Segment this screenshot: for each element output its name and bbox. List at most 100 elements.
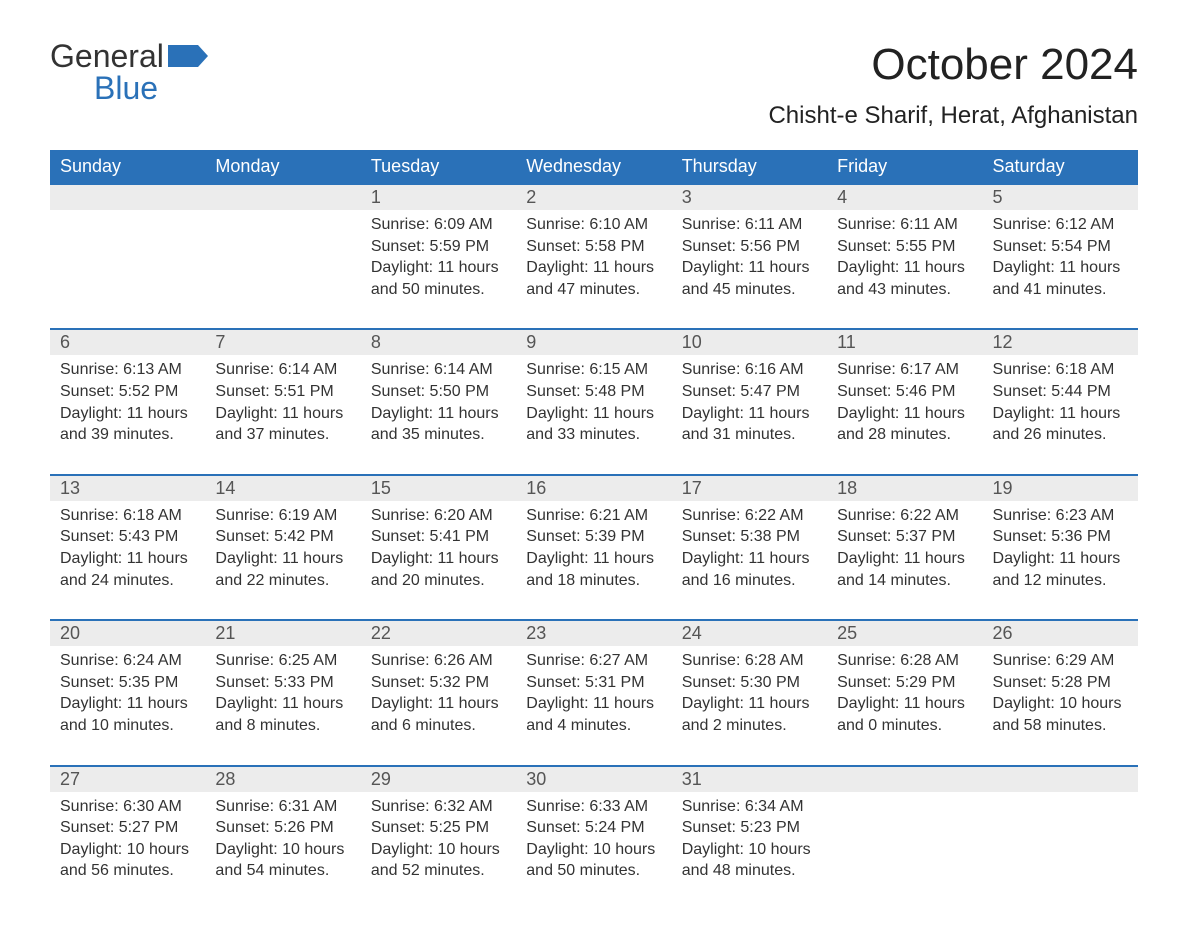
sunrise-text: Sunrise: 6:16 AM <box>682 359 817 381</box>
page-header: General Blue October 2024 Chisht-e Shari… <box>50 40 1138 130</box>
sunset-text: Sunset: 5:24 PM <box>526 817 661 839</box>
day-number: 17 <box>682 478 702 498</box>
daynum-row: 2728293031 <box>50 766 1138 792</box>
logo-text-top: General <box>50 40 164 72</box>
day-number: 21 <box>215 623 235 643</box>
sunrise-text: Sunrise: 6:32 AM <box>371 796 506 818</box>
daylight-text: Daylight: 11 hours and 14 minutes. <box>837 548 972 591</box>
sunset-text: Sunset: 5:25 PM <box>371 817 506 839</box>
daylight-text: Daylight: 11 hours and 31 minutes. <box>682 403 817 446</box>
day-detail-cell: Sunrise: 6:32 AMSunset: 5:25 PMDaylight:… <box>361 792 516 910</box>
sunset-text: Sunset: 5:54 PM <box>993 236 1128 258</box>
day-detail-cell: Sunrise: 6:20 AMSunset: 5:41 PMDaylight:… <box>361 501 516 620</box>
day-number: 18 <box>837 478 857 498</box>
sunrise-text: Sunrise: 6:22 AM <box>837 505 972 527</box>
sunrise-text: Sunrise: 6:21 AM <box>526 505 661 527</box>
day-header: Sunday <box>50 150 205 184</box>
daylight-text: Daylight: 11 hours and 50 minutes. <box>371 257 506 300</box>
day-number-cell: 11 <box>827 329 982 355</box>
sunset-text: Sunset: 5:59 PM <box>371 236 506 258</box>
daylight-text: Daylight: 11 hours and 41 minutes. <box>993 257 1128 300</box>
day-detail-cell: Sunrise: 6:22 AMSunset: 5:38 PMDaylight:… <box>672 501 827 620</box>
daynum-row: 6789101112 <box>50 329 1138 355</box>
daylight-text: Daylight: 11 hours and 47 minutes. <box>526 257 661 300</box>
day-number: 25 <box>837 623 857 643</box>
day-detail-cell: Sunrise: 6:15 AMSunset: 5:48 PMDaylight:… <box>516 355 671 474</box>
day-detail-cell: Sunrise: 6:14 AMSunset: 5:51 PMDaylight:… <box>205 355 360 474</box>
day-number-cell: 31 <box>672 766 827 792</box>
day-number: 5 <box>993 187 1003 207</box>
day-number-cell: 13 <box>50 475 205 501</box>
daylight-text: Daylight: 10 hours and 48 minutes. <box>682 839 817 882</box>
daylight-text: Daylight: 11 hours and 24 minutes. <box>60 548 195 591</box>
day-header: Saturday <box>983 150 1138 184</box>
sunrise-text: Sunrise: 6:28 AM <box>837 650 972 672</box>
day-number-cell: 22 <box>361 620 516 646</box>
sunset-text: Sunset: 5:31 PM <box>526 672 661 694</box>
daylight-text: Daylight: 10 hours and 50 minutes. <box>526 839 661 882</box>
day-number-cell: 27 <box>50 766 205 792</box>
day-number-cell: 1 <box>361 184 516 210</box>
sunset-text: Sunset: 5:37 PM <box>837 526 972 548</box>
day-number-cell <box>205 184 360 210</box>
daylight-text: Daylight: 11 hours and 10 minutes. <box>60 693 195 736</box>
day-detail-cell: Sunrise: 6:30 AMSunset: 5:27 PMDaylight:… <box>50 792 205 910</box>
daylight-text: Daylight: 11 hours and 37 minutes. <box>215 403 350 446</box>
day-detail-cell: Sunrise: 6:28 AMSunset: 5:30 PMDaylight:… <box>672 646 827 765</box>
day-detail-cell <box>983 792 1138 910</box>
sunrise-text: Sunrise: 6:33 AM <box>526 796 661 818</box>
day-number-cell: 6 <box>50 329 205 355</box>
day-header: Thursday <box>672 150 827 184</box>
location-text: Chisht-e Sharif, Herat, Afghanistan <box>768 102 1138 130</box>
day-number: 31 <box>682 769 702 789</box>
detail-row: Sunrise: 6:09 AMSunset: 5:59 PMDaylight:… <box>50 210 1138 329</box>
day-number-cell: 16 <box>516 475 671 501</box>
day-number-cell: 7 <box>205 329 360 355</box>
day-number-cell: 28 <box>205 766 360 792</box>
day-number-cell: 10 <box>672 329 827 355</box>
calendar-body: 12345Sunrise: 6:09 AMSunset: 5:59 PMDayl… <box>50 184 1138 910</box>
detail-row: Sunrise: 6:13 AMSunset: 5:52 PMDaylight:… <box>50 355 1138 474</box>
day-detail-cell <box>50 210 205 329</box>
sunrise-text: Sunrise: 6:20 AM <box>371 505 506 527</box>
sunrise-text: Sunrise: 6:28 AM <box>682 650 817 672</box>
sunrise-text: Sunrise: 6:14 AM <box>215 359 350 381</box>
sunrise-text: Sunrise: 6:18 AM <box>993 359 1128 381</box>
daynum-row: 13141516171819 <box>50 475 1138 501</box>
day-detail-cell: Sunrise: 6:28 AMSunset: 5:29 PMDaylight:… <box>827 646 982 765</box>
daylight-text: Daylight: 11 hours and 33 minutes. <box>526 403 661 446</box>
day-number-cell <box>983 766 1138 792</box>
sunrise-text: Sunrise: 6:27 AM <box>526 650 661 672</box>
day-number-cell: 18 <box>827 475 982 501</box>
daynum-row: 20212223242526 <box>50 620 1138 646</box>
daylight-text: Daylight: 11 hours and 20 minutes. <box>371 548 506 591</box>
day-number: 1 <box>371 187 381 207</box>
daylight-text: Daylight: 11 hours and 26 minutes. <box>993 403 1128 446</box>
daylight-text: Daylight: 11 hours and 12 minutes. <box>993 548 1128 591</box>
day-number: 11 <box>837 332 856 352</box>
day-number: 19 <box>993 478 1013 498</box>
daylight-text: Daylight: 11 hours and 35 minutes. <box>371 403 506 446</box>
day-number-cell: 17 <box>672 475 827 501</box>
day-number-cell: 23 <box>516 620 671 646</box>
sunrise-text: Sunrise: 6:25 AM <box>215 650 350 672</box>
day-number: 13 <box>60 478 80 498</box>
sunset-text: Sunset: 5:44 PM <box>993 381 1128 403</box>
day-detail-cell: Sunrise: 6:13 AMSunset: 5:52 PMDaylight:… <box>50 355 205 474</box>
detail-row: Sunrise: 6:24 AMSunset: 5:35 PMDaylight:… <box>50 646 1138 765</box>
day-number-cell: 19 <box>983 475 1138 501</box>
sunrise-text: Sunrise: 6:22 AM <box>682 505 817 527</box>
day-number: 6 <box>60 332 70 352</box>
day-detail-cell: Sunrise: 6:18 AMSunset: 5:44 PMDaylight:… <box>983 355 1138 474</box>
daylight-text: Daylight: 11 hours and 28 minutes. <box>837 403 972 446</box>
day-number-cell: 9 <box>516 329 671 355</box>
day-detail-cell: Sunrise: 6:14 AMSunset: 5:50 PMDaylight:… <box>361 355 516 474</box>
daylight-text: Daylight: 11 hours and 22 minutes. <box>215 548 350 591</box>
day-number-cell <box>827 766 982 792</box>
day-detail-cell: Sunrise: 6:22 AMSunset: 5:37 PMDaylight:… <box>827 501 982 620</box>
sunrise-text: Sunrise: 6:15 AM <box>526 359 661 381</box>
daylight-text: Daylight: 11 hours and 43 minutes. <box>837 257 972 300</box>
day-detail-cell: Sunrise: 6:17 AMSunset: 5:46 PMDaylight:… <box>827 355 982 474</box>
sunset-text: Sunset: 5:23 PM <box>682 817 817 839</box>
day-detail-cell: Sunrise: 6:21 AMSunset: 5:39 PMDaylight:… <box>516 501 671 620</box>
